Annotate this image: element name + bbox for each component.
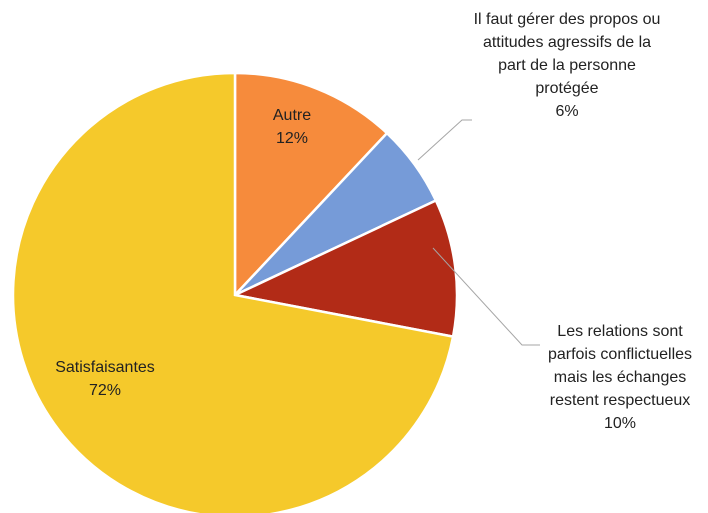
value-label: 10% bbox=[603, 415, 637, 432]
data-label: Les relations sont parfois conflictuelle… bbox=[535, 320, 705, 435]
category-label: Il faut gérer des propos ou attitudes ag… bbox=[473, 11, 661, 97]
value-label: 12% bbox=[275, 130, 309, 147]
pie-slice bbox=[230, 198, 459, 339]
data-label: Satisfaisantes 72% bbox=[20, 356, 190, 402]
category-label: Satisfaisantes bbox=[55, 359, 155, 376]
leader-line bbox=[432, 247, 540, 346]
data-label: Autre 12% bbox=[222, 104, 362, 150]
category-label: Autre bbox=[272, 107, 312, 124]
data-label: Il faut gérer des propos ou attitudes ag… bbox=[472, 8, 662, 123]
pie-slice bbox=[11, 71, 455, 513]
pie-slice bbox=[233, 71, 389, 299]
value-label: 6% bbox=[555, 103, 579, 120]
leader-line bbox=[417, 119, 472, 161]
value-label: 72% bbox=[88, 382, 122, 399]
category-label: Les relations sont parfois conflictuelle… bbox=[547, 323, 693, 409]
